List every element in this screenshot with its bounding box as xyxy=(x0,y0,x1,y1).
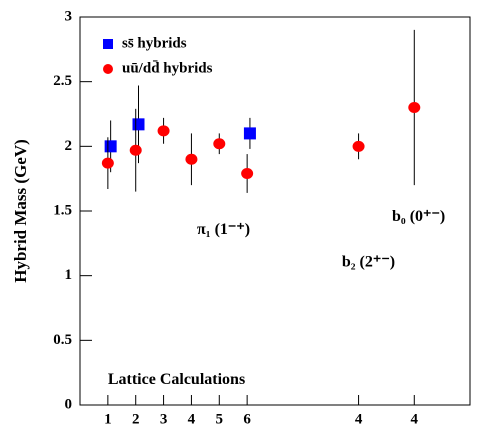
point xyxy=(132,118,145,131)
annotation: π₁ (1⁻⁺) xyxy=(197,221,250,238)
x-tick-label: 4 xyxy=(411,411,419,427)
annotation: b₂ (2⁺⁻) xyxy=(342,253,395,270)
y-axis-label: Hybrid Mass (GeV) xyxy=(11,139,30,283)
legend-marker xyxy=(103,64,113,74)
legend-marker xyxy=(103,39,113,49)
x-tick-label: 6 xyxy=(243,411,251,427)
point xyxy=(352,140,365,152)
x-tick-label: 2 xyxy=(132,411,140,427)
point xyxy=(157,125,170,137)
annotation: b₀ (0⁺⁻) xyxy=(392,208,445,225)
y-tick-label: 3 xyxy=(65,8,73,24)
point xyxy=(185,153,198,165)
y-tick-label: 1.5 xyxy=(53,202,72,218)
point xyxy=(104,140,117,153)
annotation: Lattice Calculations xyxy=(108,371,245,388)
point xyxy=(408,102,421,114)
x-tick-label: 4 xyxy=(188,411,196,427)
y-tick-label: 0 xyxy=(65,396,73,412)
x-tick-label: 3 xyxy=(160,411,168,427)
x-tick-label: 5 xyxy=(216,411,224,427)
point xyxy=(241,167,254,179)
legend-label: ss̄ hybrids xyxy=(122,35,187,51)
x-tick-label: 4 xyxy=(355,411,363,427)
y-tick-label: 2 xyxy=(65,138,73,154)
y-tick-label: 2.5 xyxy=(53,73,72,89)
x-tick-label: 1 xyxy=(104,411,112,427)
point xyxy=(129,144,142,156)
legend-label: uū/dd̄ hybrids xyxy=(122,60,213,76)
point xyxy=(243,127,256,140)
point xyxy=(213,138,226,150)
point xyxy=(101,157,114,169)
y-tick-label: 1 xyxy=(65,267,73,283)
y-tick-label: 0.5 xyxy=(53,332,72,348)
